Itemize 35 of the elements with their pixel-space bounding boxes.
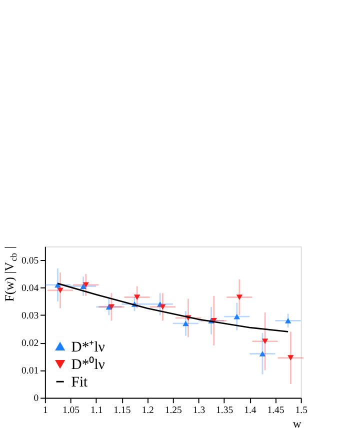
y-tick-label: 0.04 xyxy=(22,283,39,294)
point xyxy=(288,355,294,361)
x-tick-label: 1.1 xyxy=(90,404,103,416)
x-tick-label: 1.05 xyxy=(62,404,80,416)
x-tick-label: 1.2 xyxy=(142,404,154,416)
y-tick-label: 0 xyxy=(34,393,39,404)
x-tick-label: 1.25 xyxy=(164,404,182,416)
x-tick-label: 1.4 xyxy=(244,404,256,416)
x-tick-label: 1.3 xyxy=(192,404,206,416)
x-tick-label: 1.15 xyxy=(114,404,131,416)
point xyxy=(82,282,89,288)
y-axis-title: F(w) |Vcb| xyxy=(2,246,19,302)
legend-label: D*⁺lν xyxy=(71,339,106,356)
point xyxy=(262,338,268,344)
y-tick-label: 0.01 xyxy=(22,366,39,377)
point xyxy=(182,320,189,326)
point xyxy=(234,314,240,320)
x-tick-label: 1.5 xyxy=(295,404,308,416)
point xyxy=(80,284,86,289)
x-tick-label: 1.35 xyxy=(216,404,234,416)
point xyxy=(160,304,166,310)
x-tick-label: 1 xyxy=(42,404,48,416)
x-tick-label: 1.45 xyxy=(267,404,284,416)
y-tick-label: 0.05 xyxy=(22,256,39,267)
legend-label: D*⁰lν xyxy=(71,356,106,373)
point xyxy=(284,318,292,324)
point xyxy=(57,288,64,294)
point xyxy=(259,351,266,356)
y-tick-label: 0.03 xyxy=(22,310,39,322)
legend-label: Fit xyxy=(71,374,88,391)
point xyxy=(134,294,140,300)
x-axis-title: w xyxy=(292,418,302,431)
y-tick-label: 0.02 xyxy=(22,338,39,350)
point xyxy=(236,294,243,300)
point xyxy=(108,304,115,310)
